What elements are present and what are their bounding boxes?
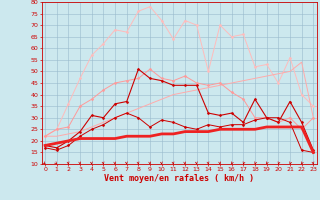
X-axis label: Vent moyen/en rafales ( km/h ): Vent moyen/en rafales ( km/h ) [104,174,254,183]
